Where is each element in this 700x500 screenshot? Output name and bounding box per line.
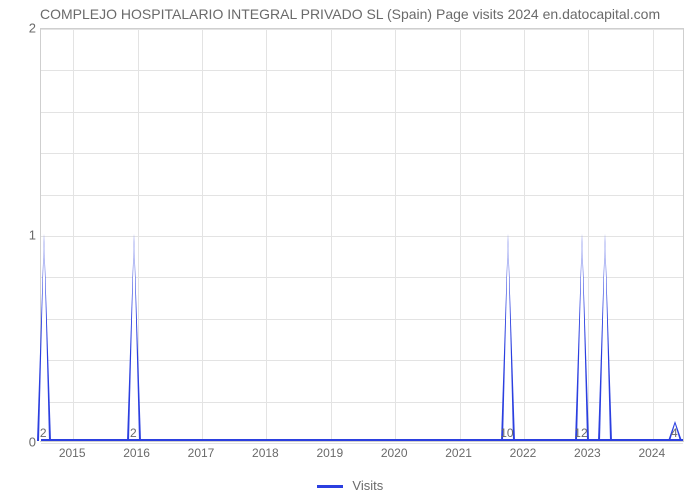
spike-value-label: 4 (671, 426, 678, 440)
y-tick-label: 1 (20, 228, 36, 243)
gridline-v (653, 29, 654, 441)
chart-title: COMPLEJO HOSPITALARIO INTEGRAL PRIVADO S… (40, 6, 690, 22)
x-tick-label: 2023 (574, 446, 601, 460)
x-tick-label: 2017 (188, 446, 215, 460)
spike-value-label: 10 (500, 426, 513, 440)
data-spike (37, 234, 51, 441)
gridline-v (395, 29, 396, 441)
x-tick-label: 2015 (59, 446, 86, 460)
data-spike (501, 234, 515, 441)
x-tick-label: 2016 (123, 446, 150, 460)
x-tick-label: 2022 (510, 446, 537, 460)
data-spike (575, 234, 589, 441)
x-tick-label: 2024 (638, 446, 665, 460)
legend: Visits (0, 478, 700, 493)
gridline-v (266, 29, 267, 441)
spike-value-label: 2 (130, 426, 137, 440)
data-spike (127, 234, 141, 441)
gridline-h (41, 443, 683, 444)
x-tick-label: 2021 (445, 446, 472, 460)
spike-value-label: 2 (40, 426, 47, 440)
data-spike (598, 234, 612, 441)
x-tick-label: 2019 (316, 446, 343, 460)
plot-area (40, 28, 684, 442)
spike-value-label: 12 (574, 426, 587, 440)
y-tick-label: 2 (20, 21, 36, 36)
gridline-v (460, 29, 461, 441)
y-tick-label: 0 (20, 435, 36, 450)
x-tick-label: 2018 (252, 446, 279, 460)
gridline-v (524, 29, 525, 441)
legend-label: Visits (352, 478, 383, 493)
x-tick-label: 2020 (381, 446, 408, 460)
gridline-v (331, 29, 332, 441)
gridline-v (202, 29, 203, 441)
legend-swatch (317, 485, 343, 488)
gridline-v (73, 29, 74, 441)
